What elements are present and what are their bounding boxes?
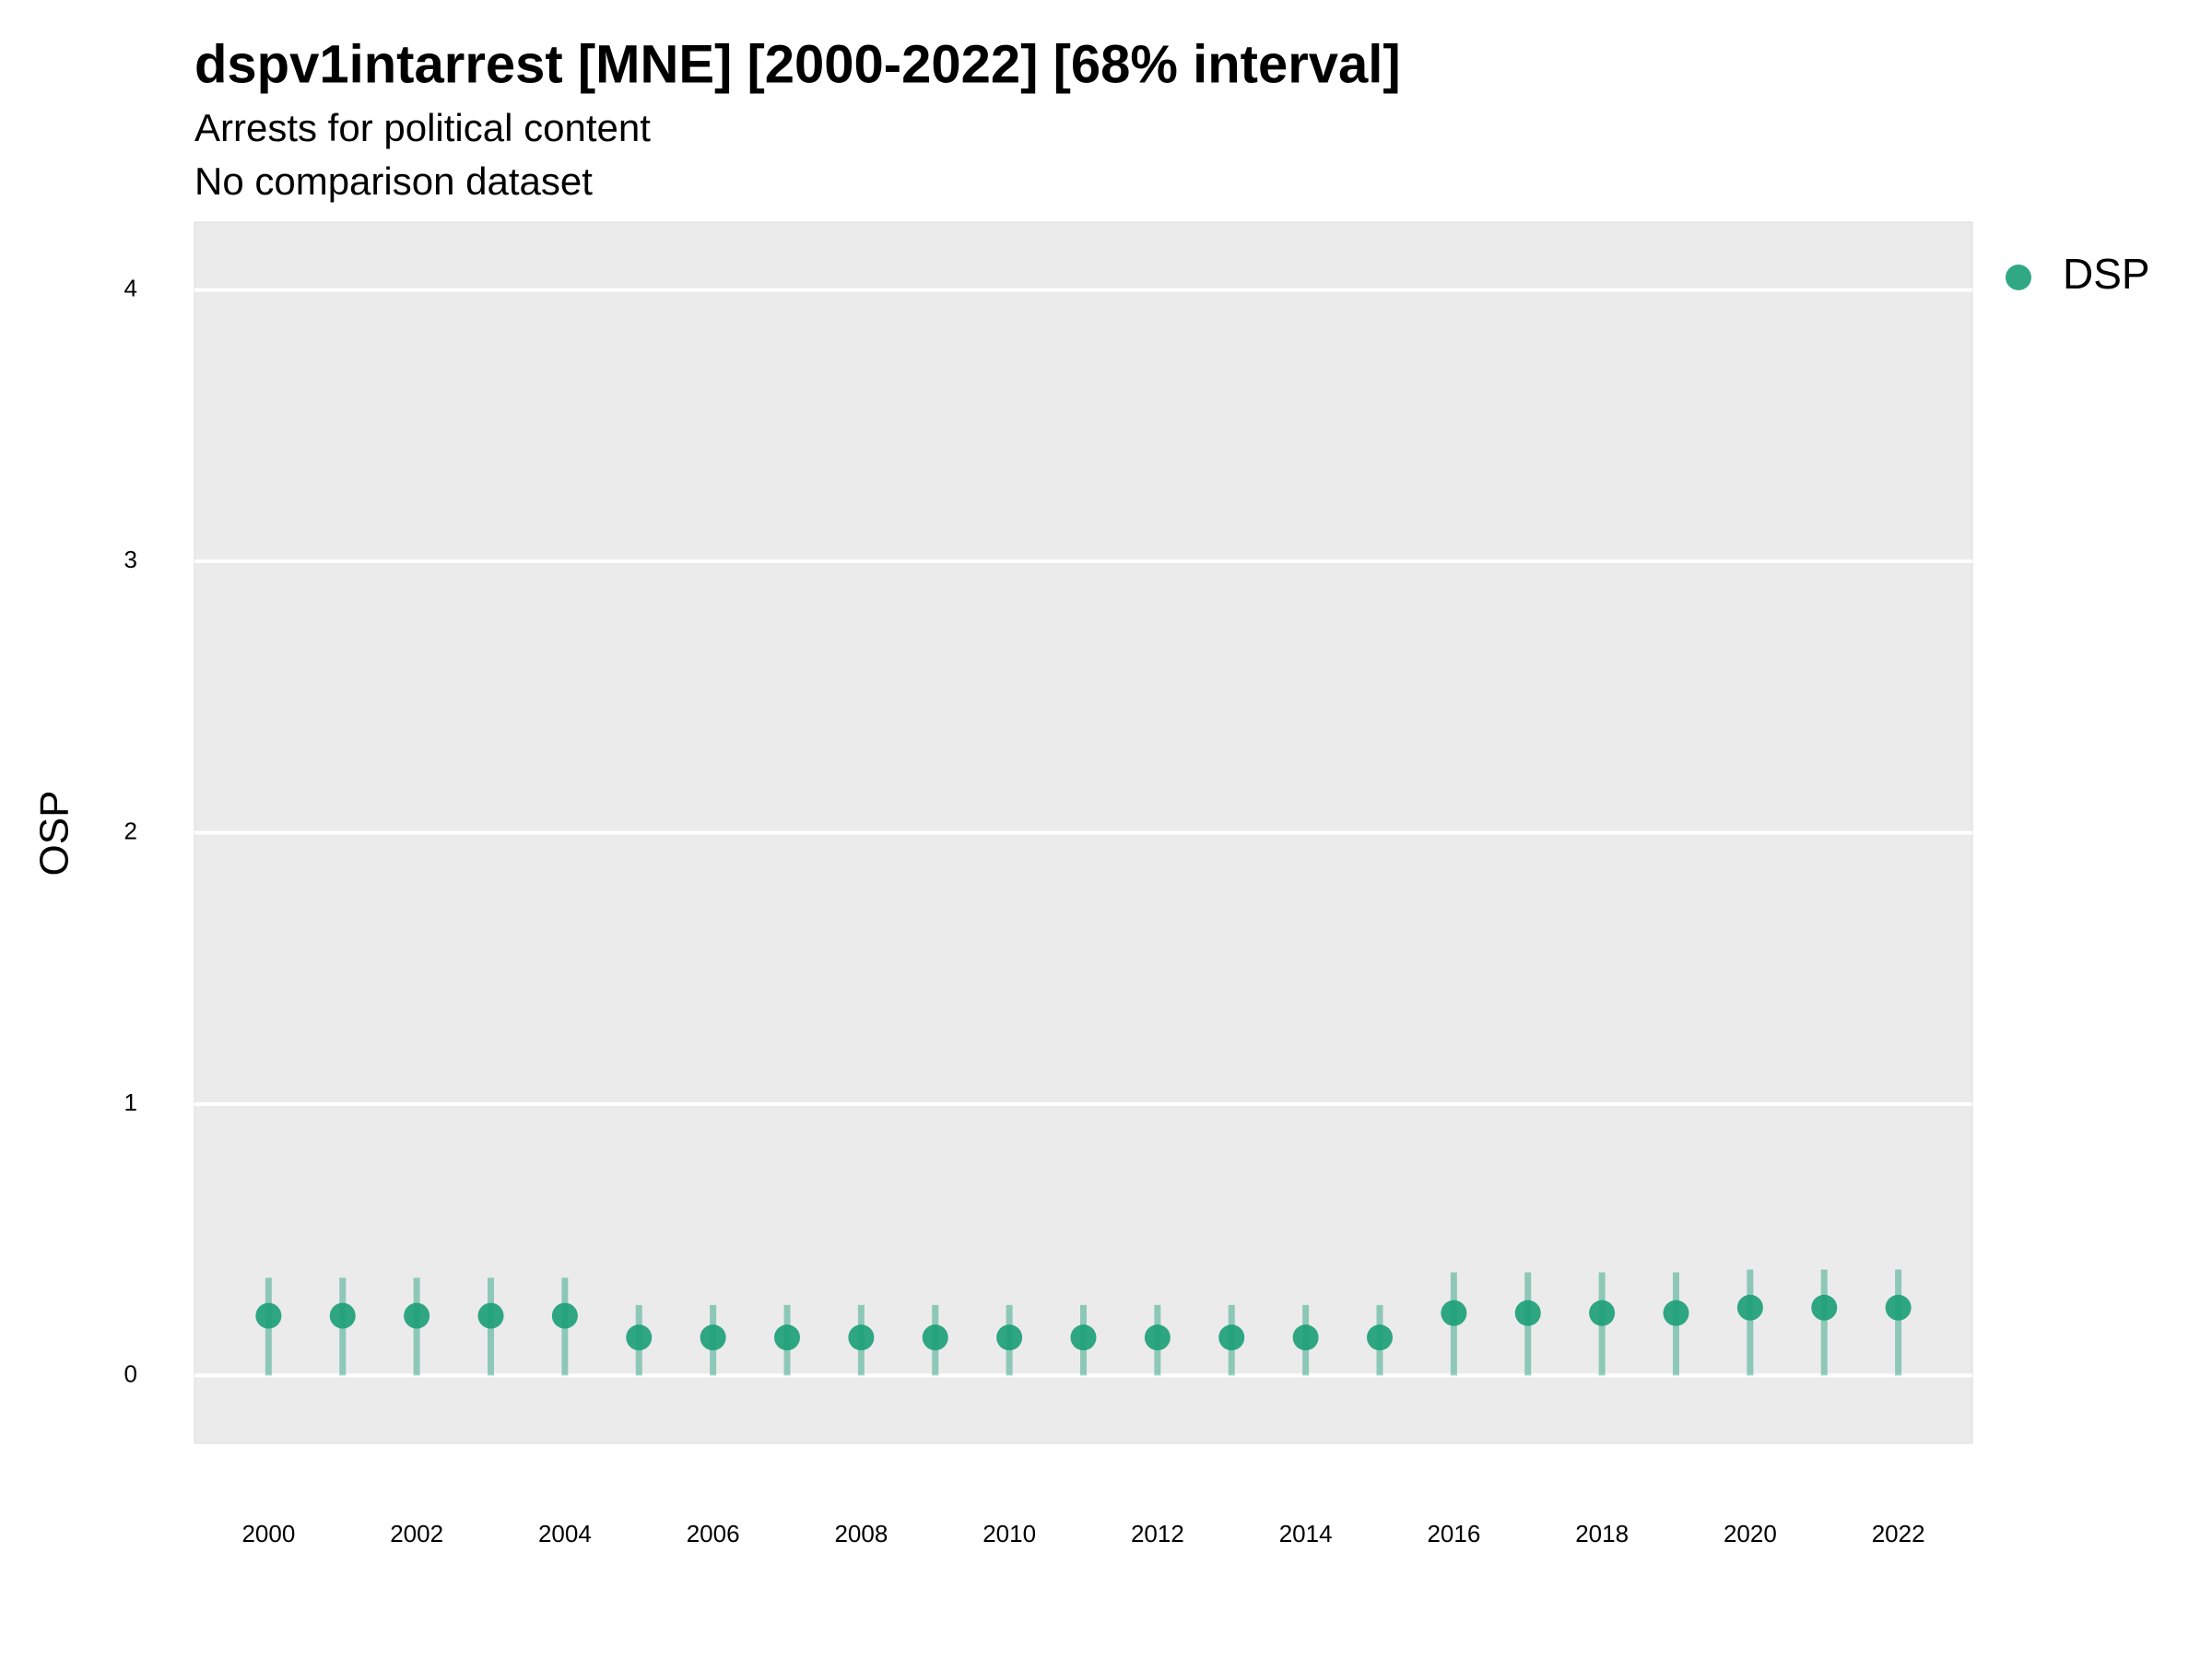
x-tick-label: 2000 (241, 1520, 295, 1547)
point (1885, 1294, 1912, 1321)
point (1811, 1294, 1838, 1321)
x-tick-label: 2016 (1427, 1520, 1480, 1547)
chart-subtitle: Arrests for political content (194, 106, 651, 149)
y-tick-label: 4 (124, 274, 137, 301)
y-axis-label: OSP (32, 791, 77, 877)
point (551, 1302, 578, 1329)
legend-label: DSP (2063, 250, 2150, 298)
point (477, 1302, 504, 1329)
chart-title: dspv1intarrest [MNE] [2000-2022] [68% in… (194, 34, 1401, 94)
y-tick-label: 1 (124, 1088, 137, 1116)
point (1367, 1324, 1393, 1351)
x-tick-label: 2014 (1279, 1520, 1333, 1547)
point (848, 1324, 875, 1351)
point (1441, 1300, 1467, 1326)
chart-subtitle: No comparison dataset (194, 159, 593, 203)
x-tick-label: 2002 (390, 1520, 443, 1547)
point (1514, 1300, 1541, 1326)
point (255, 1302, 282, 1329)
point (626, 1324, 653, 1351)
point (1292, 1324, 1319, 1351)
point (774, 1324, 800, 1351)
point (1070, 1324, 1097, 1351)
x-tick-label: 2010 (982, 1520, 1036, 1547)
point (1589, 1300, 1616, 1326)
x-tick-label: 2018 (1575, 1520, 1629, 1547)
point (1218, 1324, 1245, 1351)
legend-marker (2006, 265, 2031, 290)
x-tick-label: 2006 (687, 1520, 740, 1547)
point (329, 1302, 356, 1329)
x-tick-label: 2022 (1872, 1520, 1925, 1547)
point (404, 1302, 430, 1329)
x-tick-label: 2008 (834, 1520, 888, 1547)
point (922, 1324, 948, 1351)
y-tick-label: 3 (124, 546, 137, 573)
y-tick-label: 0 (124, 1359, 137, 1387)
point (1144, 1324, 1171, 1351)
point (1663, 1300, 1689, 1326)
point (1736, 1294, 1763, 1321)
y-tick-label: 2 (124, 817, 137, 844)
point (700, 1324, 726, 1351)
x-tick-label: 2020 (1724, 1520, 1777, 1547)
x-tick-label: 2004 (538, 1520, 592, 1547)
x-tick-label: 2012 (1131, 1520, 1184, 1547)
point (996, 1324, 1023, 1351)
